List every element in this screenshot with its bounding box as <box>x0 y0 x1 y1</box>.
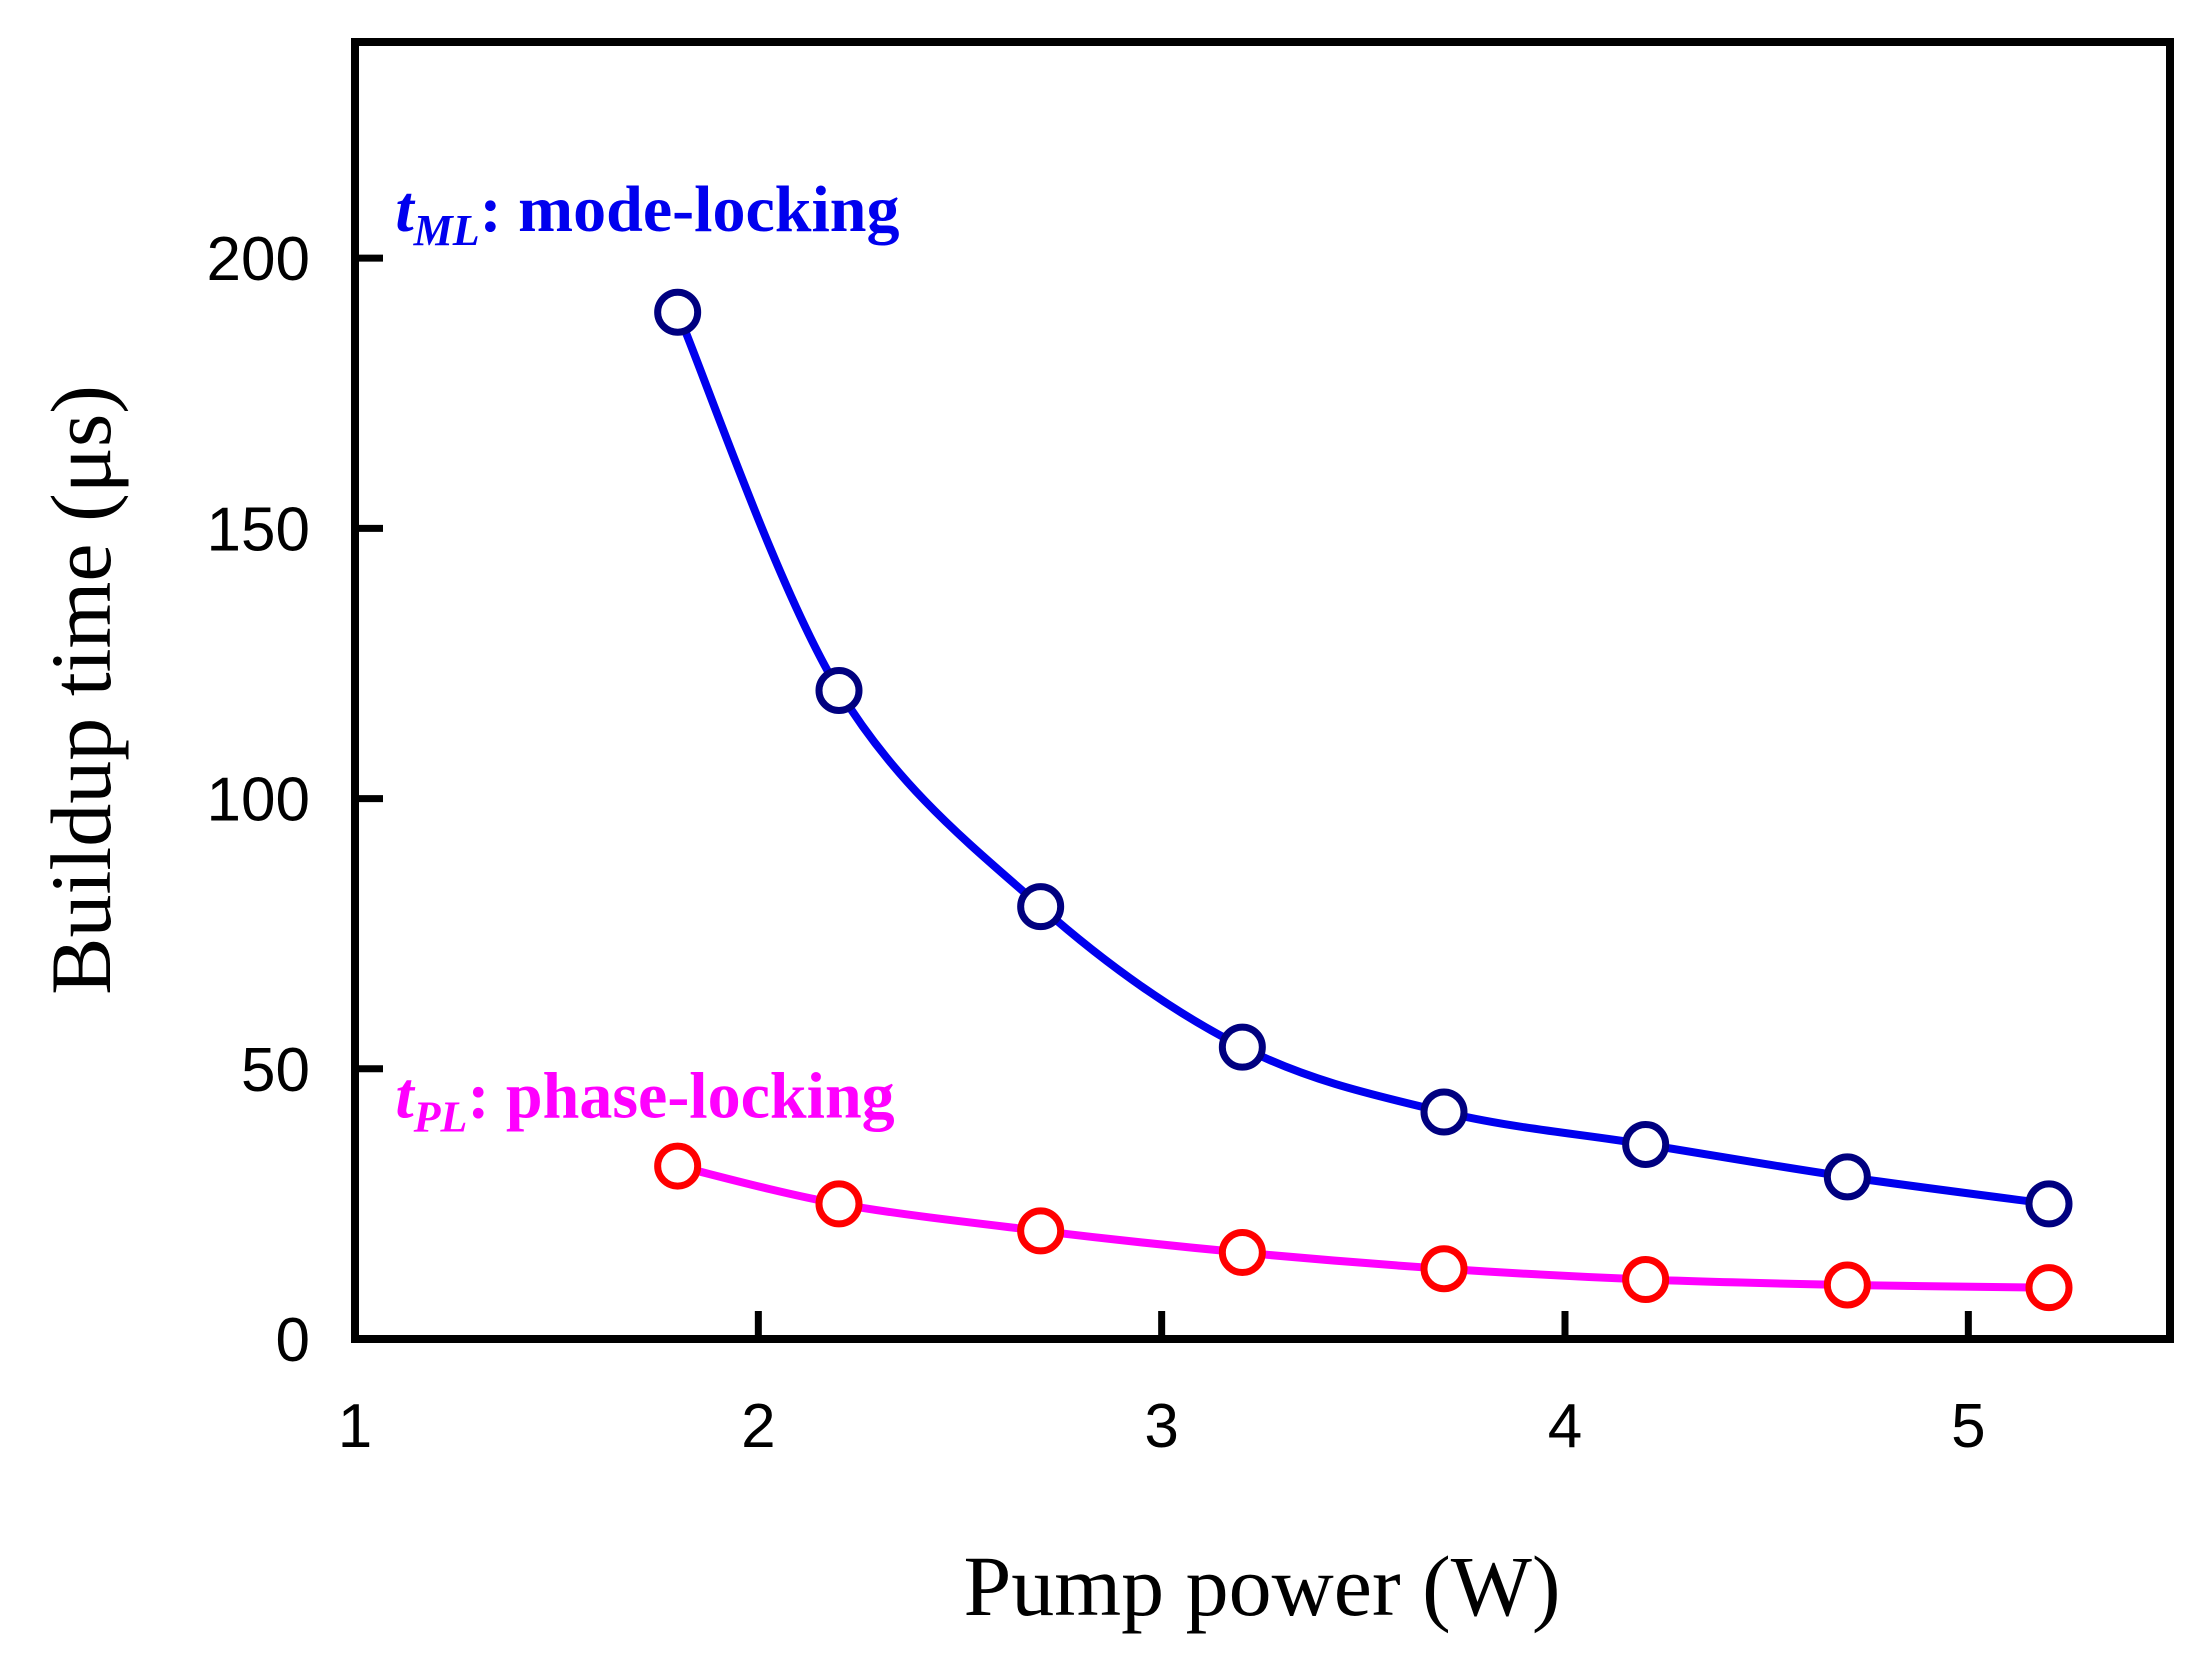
series-pl-point <box>1420 1245 1468 1293</box>
series-pl-point <box>1017 1207 1065 1255</box>
y-tick-label: 50 <box>241 1036 310 1105</box>
series-pl-point <box>1622 1256 1670 1304</box>
plot-frame <box>351 38 2174 1343</box>
y-tick-label: 150 <box>207 495 310 564</box>
x-tick-label: 3 <box>1144 1392 1178 1461</box>
axis-ticks <box>355 254 1972 1339</box>
y-axis-title: Buildup time (μs) <box>33 385 129 995</box>
annotation-ml: tML: mode-locking <box>395 173 899 255</box>
series-pl-point <box>815 1180 863 1228</box>
series-ml-point <box>1218 1023 1266 1071</box>
annotation-pl-subscript: PL <box>413 1092 468 1141</box>
series-ml-point <box>1420 1088 1468 1136</box>
annotation-pl-separator: : <box>467 1059 505 1132</box>
x-tick-label: 1 <box>338 1392 372 1461</box>
annotation-ml-separator: : <box>480 173 518 246</box>
y-tick-label: 100 <box>207 766 310 835</box>
series-ml-point <box>1823 1153 1871 1201</box>
series-pl-point <box>1218 1229 1266 1277</box>
y-tick-label: 200 <box>207 225 310 294</box>
series-ml-point <box>815 667 863 714</box>
annotation-pl-text: phase-locking <box>506 1059 895 1132</box>
x-axis-title: Pump power (W) <box>963 1538 1560 1634</box>
series-ml-point <box>654 288 702 336</box>
series-ml-point <box>1622 1120 1670 1168</box>
series-pl-point <box>654 1142 702 1190</box>
annotation-ml-text: mode-locking <box>518 173 899 246</box>
series-pl-point <box>1823 1261 1871 1309</box>
x-tick-label: 2 <box>741 1392 775 1461</box>
series-pl-point <box>2025 1264 2073 1312</box>
x-tick-label: 4 <box>1548 1392 1582 1461</box>
annotation-pl-symbol: t <box>395 1059 415 1132</box>
y-tick-label: 0 <box>276 1306 310 1375</box>
x-tick-label: 5 <box>1951 1392 1985 1461</box>
series-ml-point <box>1017 883 1065 931</box>
series-layer <box>654 288 2073 1312</box>
annotation-pl: tPL: phase-locking <box>395 1059 894 1141</box>
series-ml-point <box>2025 1180 2073 1228</box>
annotation-ml-symbol: t <box>395 173 415 246</box>
annotation-ml-subscript: ML <box>413 206 480 255</box>
